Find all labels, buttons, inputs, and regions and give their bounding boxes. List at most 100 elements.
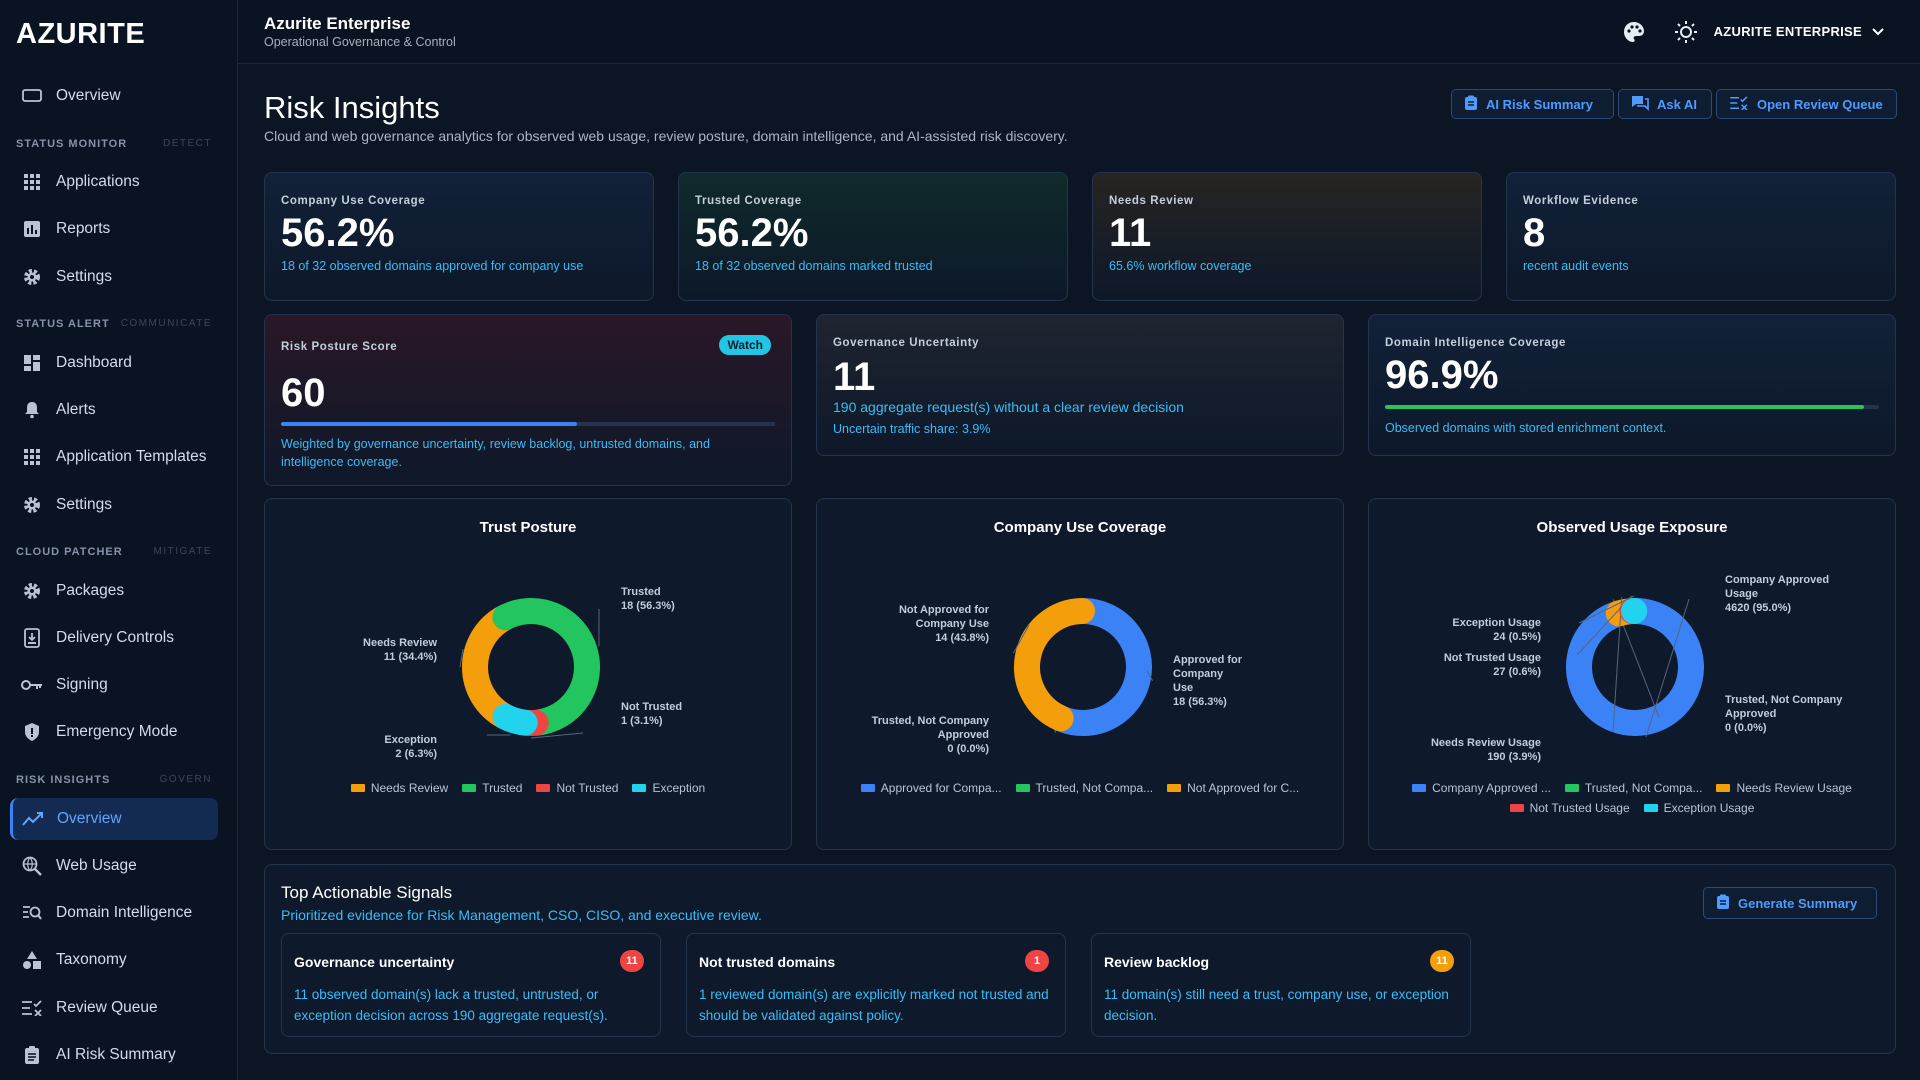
nav-section-subtitle: COMMUNICATE (120, 318, 212, 329)
sidebar-item-settings-alert[interactable]: Settings (10, 484, 218, 526)
sidebar-item-taxonomy[interactable]: Taxonomy (10, 939, 218, 981)
slice-label: Exception Usage 24 (0.5%) (1452, 617, 1541, 643)
nav-section-cloud-patcher: CLOUD PATCHER MITIGATE (16, 546, 212, 558)
chart-title: Company Use Coverage (993, 519, 1167, 536)
generate-summary-button[interactable]: Generate Summary (1703, 887, 1877, 919)
legend-item[interactable]: Not Approved for C... (1167, 781, 1299, 795)
legend-item[interactable]: Trusted, Not Compa... (1015, 781, 1154, 795)
trend-icon (22, 808, 44, 830)
gear-icon (21, 494, 43, 516)
legend-item[interactable]: Trusted, Not Compa... (1564, 781, 1702, 795)
sidebar-item-label: Domain Intelligence (56, 904, 193, 921)
slice-label: Needs Review 11 (34.4%) (363, 637, 437, 663)
sidebar-item-dashboard[interactable]: Dashboard (10, 342, 218, 384)
brand-logo: AZURITE (16, 18, 146, 50)
chat-icon (1631, 95, 1649, 114)
donut-slice-0[interactable] (1049, 598, 1152, 736)
donut-slice-2[interactable] (1014, 598, 1096, 732)
legend-item[interactable]: Approved for Compa... (860, 781, 1002, 795)
sidebar-item-label: Settings (56, 268, 113, 285)
legend-item[interactable]: Company Approved ... (1412, 781, 1551, 795)
legend-label: Needs Review Usage (1736, 781, 1852, 795)
slice-label: Not Trusted Usage 27 (0.6%) (1444, 652, 1542, 678)
kpi-value: 60 (281, 371, 326, 415)
kpi-card-needs-review: Needs Review 11 65.6% workflow coverage (1092, 172, 1482, 301)
sidebar: AZURITE Overview STATUS MONITOR DETECT A… (0, 0, 238, 1080)
sidebar-item-review-queue[interactable]: Review Queue (10, 987, 218, 1029)
donut-slice-3[interactable] (492, 703, 538, 736)
grid-icon (21, 171, 43, 193)
tenant-switcher[interactable]: AZURITE ENTERPRISE (1714, 24, 1884, 39)
top-header: Azurite Enterprise Operational Governanc… (238, 0, 1920, 64)
slice-label: Company Approved Usage 4620 (95.0%) (1725, 574, 1829, 614)
sun-icon[interactable] (1674, 20, 1698, 44)
governance-uncertainty-card: Governance Uncertainty 11 190 aggregate … (816, 314, 1344, 456)
nav-section-title: STATUS ALERT (16, 318, 110, 330)
legend-item[interactable]: Not Trusted (536, 781, 618, 795)
label-leader-line (1578, 595, 1635, 624)
clipboard-icon (1716, 894, 1730, 913)
sidebar-item-applications[interactable]: Applications (10, 161, 218, 203)
sidebar-item-packages[interactable]: Packages (10, 570, 218, 612)
legend-item[interactable]: Needs Review (350, 781, 449, 795)
legend-swatch (1509, 804, 1524, 812)
kpi-description: 190 aggregate request(s) without a clear… (833, 399, 1184, 415)
bell-icon (21, 399, 43, 421)
nav-section-subtitle: GOVERN (159, 774, 212, 785)
slice-label: Trusted, Not Company Approved 0 (0.0%) (1725, 694, 1843, 734)
sidebar-item-signing[interactable]: Signing (10, 664, 218, 706)
kpi-card-company-use: Company Use Coverage 56.2% 18 of 32 obse… (264, 172, 654, 301)
kpi-label: Risk Posture Score (281, 341, 398, 353)
signal-count-badge: 1 (1025, 950, 1049, 972)
sidebar-item-overview-top[interactable]: Overview (10, 75, 218, 117)
signal-card-governance-uncertainty[interactable]: Governance uncertainty 11 11 observed do… (281, 933, 661, 1037)
legend-item[interactable]: Not Trusted Usage (1509, 801, 1630, 815)
shield-icon (21, 721, 43, 743)
sidebar-item-reports[interactable]: Reports (10, 208, 218, 250)
legend-item[interactable]: Exception Usage (1643, 801, 1754, 815)
open-review-queue-button[interactable]: Open Review Queue (1716, 89, 1897, 119)
sidebar-item-ai-risk-summary[interactable]: AI Risk Summary (10, 1034, 218, 1076)
chart-legend: Approved for Compa... Trusted, Not Compa.… (817, 781, 1343, 801)
legend-swatch (860, 784, 875, 792)
sidebar-item-web-usage[interactable]: Web Usage (10, 845, 218, 887)
install-icon (21, 627, 43, 649)
sidebar-item-alerts[interactable]: Alerts (10, 389, 218, 431)
sidebar-item-settings-monitor[interactable]: Settings (10, 256, 218, 298)
kpi-label: Domain Intelligence Coverage (1385, 337, 1567, 349)
ai-risk-summary-button[interactable]: AI Risk Summary (1451, 89, 1614, 119)
sidebar-item-application-templates[interactable]: Application Templates (10, 436, 218, 478)
signal-card-review-backlog[interactable]: Review backlog 11 11 domain(s) still nee… (1091, 933, 1471, 1037)
legend-item[interactable]: Trusted (462, 781, 522, 795)
legend-swatch (1716, 784, 1731, 792)
chart-legend: Needs Review Trusted Not Trusted Exception (265, 781, 791, 801)
legend-item[interactable]: Needs Review Usage (1716, 781, 1852, 795)
donut-slice-0[interactable] (462, 605, 517, 729)
sidebar-item-label: Reports (56, 220, 111, 237)
signal-card-not-trusted[interactable]: Not trusted domains 1 1 reviewed domain(… (686, 933, 1066, 1037)
sidebar-item-label: Emergency Mode (56, 723, 178, 740)
slice-label: Trusted, Not Company Approved 0 (0.0%) (872, 715, 990, 755)
chart-card-company-use: Company Use Coverage Approved for Company… (816, 498, 1344, 850)
donut-slice-0[interactable] (1566, 598, 1704, 736)
label-leader-line (1645, 598, 1690, 738)
legend-label: Needs Review (370, 781, 449, 795)
sidebar-item-domain-intelligence[interactable]: Domain Intelligence (10, 892, 218, 934)
ask-ai-button[interactable]: Ask AI (1618, 89, 1712, 119)
label-leader-line (1612, 597, 1623, 733)
donut-slice-1[interactable] (492, 598, 600, 736)
org-subtitle: Operational Governance & Control (264, 35, 456, 49)
chart-legend: Company Approved ... Trusted, Not Compa..… (1369, 781, 1895, 821)
nav-section-title: CLOUD PATCHER (16, 546, 123, 558)
legend-label: Trusted, Not Compa... (1035, 781, 1154, 795)
kpi-description: recent audit events (1523, 259, 1629, 273)
sidebar-item-label: Application Templates (56, 448, 207, 465)
kpi-label: Needs Review (1109, 195, 1194, 207)
legend-label: Approved for Compa... (880, 781, 1002, 795)
sidebar-item-delivery-controls[interactable]: Delivery Controls (10, 617, 218, 659)
legend-item[interactable]: Exception (632, 781, 705, 795)
sidebar-item-emergency-mode[interactable]: Emergency Mode (10, 711, 218, 753)
palette-icon[interactable] (1622, 20, 1646, 44)
kpi-value: 96.9% (1385, 353, 1499, 397)
sidebar-item-risk-overview[interactable]: Overview (10, 798, 218, 840)
